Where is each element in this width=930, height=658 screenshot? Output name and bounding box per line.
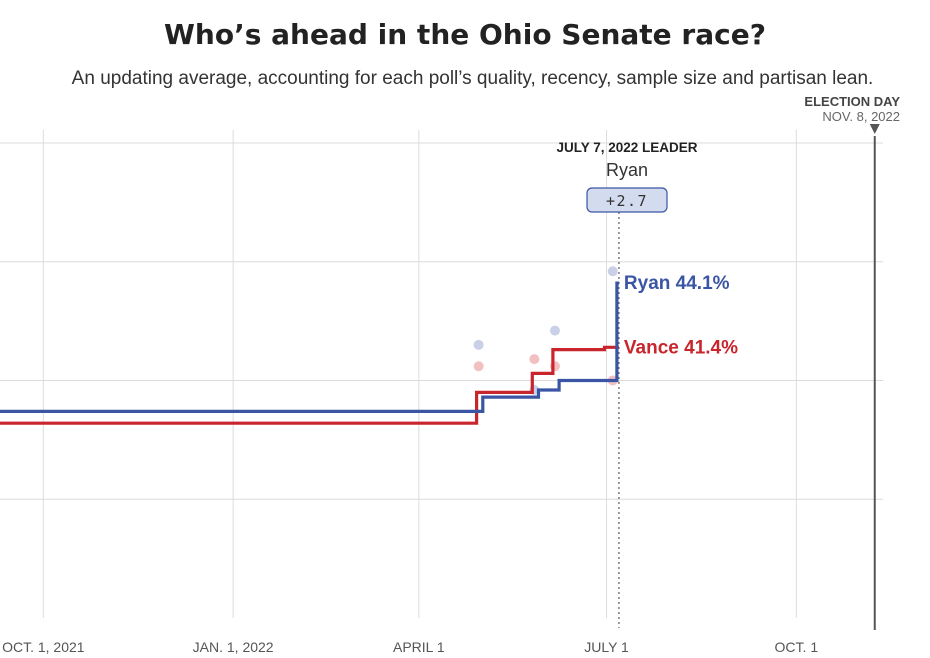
series-line-vance [0, 345, 619, 425]
x-tick-label: APRIL 1 [393, 639, 445, 655]
election-day-date: NOV. 8, 2022 [822, 109, 900, 124]
series-end-label-vance: Vance 41.4% [624, 337, 738, 358]
leader-name: Ryan [606, 160, 648, 180]
poll-dot-ryan [607, 266, 618, 277]
leader-margin-box [586, 187, 668, 213]
x-tick-label: JAN. 1, 2022 [193, 639, 274, 655]
labels-layer: ELECTION DAY NOV. 8, 2022 JULY 7, 2022 L… [556, 94, 900, 358]
x-tick-label: OCT. 1 [775, 639, 819, 655]
poll-dot-vance [529, 354, 540, 365]
poll-dot-ryan [549, 325, 560, 336]
chart-subtitle: An updating average, accounting for each… [71, 68, 874, 89]
series-lines-layer [0, 281, 619, 425]
leader-heading: JULY 7, 2022 LEADER [556, 140, 697, 155]
poll-dot-vance [473, 361, 484, 372]
leader-margin: +2.7 [606, 192, 648, 210]
poll-dot-ryan [473, 339, 484, 350]
x-tick-label: OCT. 1, 2021 [2, 639, 85, 655]
election-day-marker-icon [869, 124, 880, 134]
election-day-label: ELECTION DAY [804, 94, 900, 109]
chart-title: Who’s ahead in the Ohio Senate race? [164, 18, 766, 51]
grid-layer: OCT. 1, 2021 JAN. 1, 2022 APRIL 1 JULY 1 OCT… [0, 124, 883, 655]
x-tick-label: JULY 1 [584, 639, 629, 655]
poll-dots-layer [473, 266, 618, 395]
series-line-ryan [0, 281, 619, 413]
series-end-label-ryan: Ryan 44.1% [624, 273, 730, 294]
